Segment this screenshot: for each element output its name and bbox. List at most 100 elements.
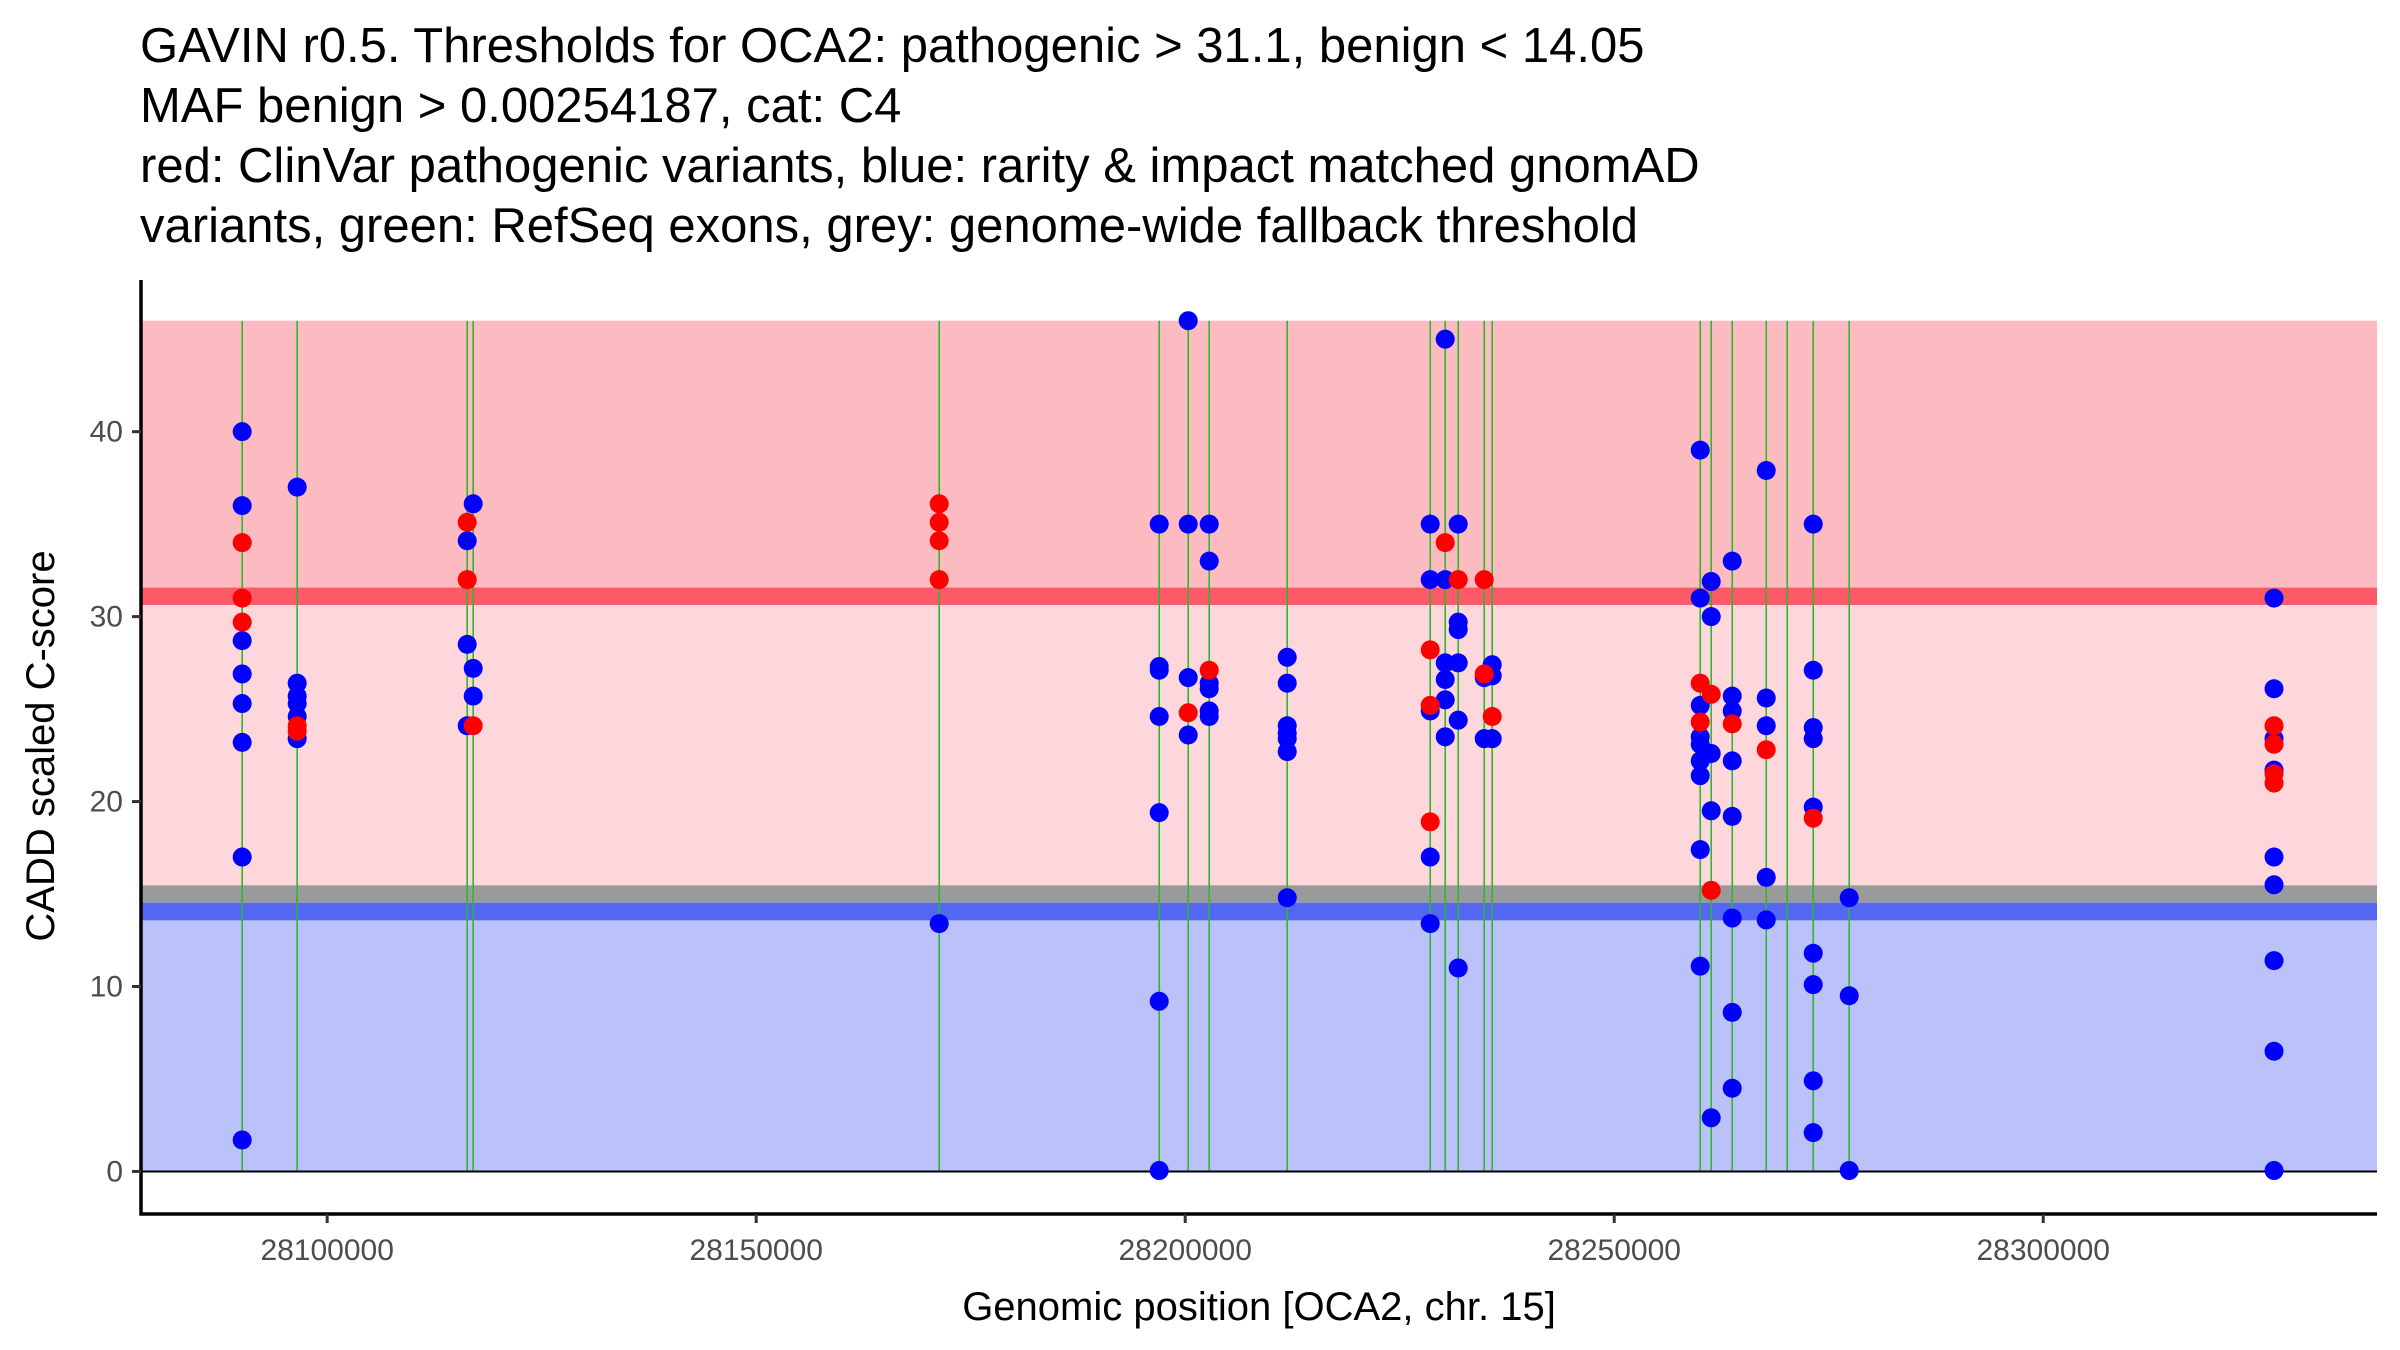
- axes: [139, 280, 2377, 1216]
- gnomad-point: [1435, 669, 1455, 689]
- clinvar-point: [457, 512, 477, 532]
- clinvar-point: [287, 721, 307, 741]
- gnomad-point: [1756, 460, 1776, 480]
- gnomad-point: [2264, 1161, 2284, 1181]
- clinvar-point: [1448, 570, 1468, 590]
- gnomad-point: [1435, 653, 1455, 673]
- gnomad-point: [1199, 706, 1219, 726]
- clinvar-point: [1420, 640, 1440, 660]
- gnomad-point: [463, 658, 483, 678]
- x-tick-label: 28100000: [260, 1234, 393, 1267]
- gnomad-point: [2264, 951, 2284, 971]
- gnomad-point: [1722, 1078, 1742, 1098]
- clinvar-point: [232, 533, 252, 553]
- x-axis-ticks: 28100000 28150000 28200000 28250000 28300000: [260, 1214, 2110, 1267]
- gnomad-point: [1756, 910, 1776, 930]
- chart-title: GAVIN r0.5. Thresholds for OCA2: pathoge…: [140, 16, 1700, 256]
- gnomad-point: [1701, 801, 1721, 821]
- gnomad-point: [1178, 725, 1198, 745]
- gnomad-point: [1690, 440, 1710, 460]
- clinvar-point: [232, 588, 252, 608]
- x-tick-label: 28250000: [1547, 1234, 1680, 1267]
- x-axis-title: Genomic position [OCA2, chr. 15]: [962, 1285, 1556, 1329]
- gnomad-point: [1701, 743, 1721, 763]
- clinvar-point: [463, 716, 483, 736]
- gnomad-point: [1178, 311, 1198, 331]
- uncertain-region: [141, 596, 2377, 895]
- y-tick-label: 30: [90, 601, 123, 634]
- gnomad-point: [1690, 588, 1710, 608]
- gnomad-point: [1149, 1161, 1169, 1181]
- gnomad-point: [1199, 679, 1219, 699]
- gnomad-point: [1803, 943, 1823, 963]
- gnomad-point: [1690, 840, 1710, 860]
- gnomad-point: [1756, 867, 1776, 887]
- gnomad-point: [1722, 751, 1742, 771]
- gnomad-point: [463, 686, 483, 706]
- title-line-1: GAVIN r0.5. Thresholds for OCA2: pathoge…: [140, 19, 1645, 73]
- gnomad-point: [1839, 986, 1859, 1006]
- gnomad-point: [1448, 710, 1468, 730]
- y-axis-ticks: 0 10 20 30 40: [90, 416, 141, 1188]
- gnomad-point: [1435, 727, 1455, 747]
- gnomad-point: [1199, 514, 1219, 534]
- gnomad-point: [1722, 908, 1742, 928]
- clinvar-point: [2264, 773, 2284, 793]
- gnomad-point: [2264, 847, 2284, 867]
- gnomad-point: [1722, 686, 1742, 706]
- gnomad-point: [1149, 803, 1169, 823]
- gnomad-point: [2264, 679, 2284, 699]
- clinvar-point: [2264, 734, 2284, 754]
- clinvar-point: [1420, 695, 1440, 715]
- benign-threshold-band: [141, 902, 2377, 921]
- gnomad-point: [1149, 706, 1169, 726]
- gnomad-point: [232, 631, 252, 651]
- gnomad-point: [457, 634, 477, 654]
- clinvar-point: [1435, 533, 1455, 553]
- clinvar-point: [1474, 664, 1494, 684]
- clinvar-point: [929, 531, 949, 551]
- clinvar-point: [1474, 570, 1494, 590]
- clinvar-point: [1756, 740, 1776, 760]
- title-line-3: red: ClinVar pathogenic variants, blue: …: [140, 139, 1700, 193]
- gnomad-point: [232, 694, 252, 714]
- gnomad-point: [1277, 888, 1297, 908]
- data-points: [232, 311, 2284, 1181]
- gnomad-point: [1420, 914, 1440, 934]
- gnomad-point: [1448, 653, 1468, 673]
- gnomad-point: [232, 1130, 252, 1150]
- gnomad-point: [1435, 570, 1455, 590]
- y-tick-label: 10: [90, 971, 123, 1004]
- gnomad-point: [232, 732, 252, 752]
- title-line-4: variants, green: RefSeq exons, grey: gen…: [140, 199, 1639, 253]
- gnomad-point: [1149, 660, 1169, 680]
- gnomad-point: [1199, 551, 1219, 571]
- clinvar-point: [929, 512, 949, 532]
- y-tick-label: 40: [90, 416, 123, 449]
- gnomad-point: [929, 914, 949, 934]
- clinvar-point: [1420, 812, 1440, 832]
- gnomad-point: [1178, 668, 1198, 688]
- gnomad-point: [457, 531, 477, 551]
- gnomad-point: [1420, 847, 1440, 867]
- gnomad-point: [1722, 806, 1742, 826]
- gnomad-point: [1435, 329, 1455, 349]
- clinvar-point: [929, 570, 949, 590]
- gnomad-point: [1420, 570, 1440, 590]
- gnomad-point: [1722, 1002, 1742, 1022]
- fallback-threshold-band: [141, 885, 2377, 903]
- gnomad-point: [1149, 514, 1169, 534]
- gnomad-point: [1803, 514, 1823, 534]
- title-line-2: MAF benign > 0.00254187, cat: C4: [140, 79, 902, 133]
- clinvar-point: [1199, 660, 1219, 680]
- gnomad-point: [232, 422, 252, 442]
- y-tick-label: 20: [90, 786, 123, 819]
- gnomad-point: [2264, 1041, 2284, 1061]
- gnomad-point: [232, 847, 252, 867]
- y-tick-label: 0: [106, 1155, 123, 1188]
- gnomad-point: [1690, 766, 1710, 786]
- clinvar-point: [1482, 706, 1502, 726]
- gnomad-point: [1149, 991, 1169, 1011]
- gnomad-point: [1448, 958, 1468, 978]
- gnomad-point: [1756, 716, 1776, 736]
